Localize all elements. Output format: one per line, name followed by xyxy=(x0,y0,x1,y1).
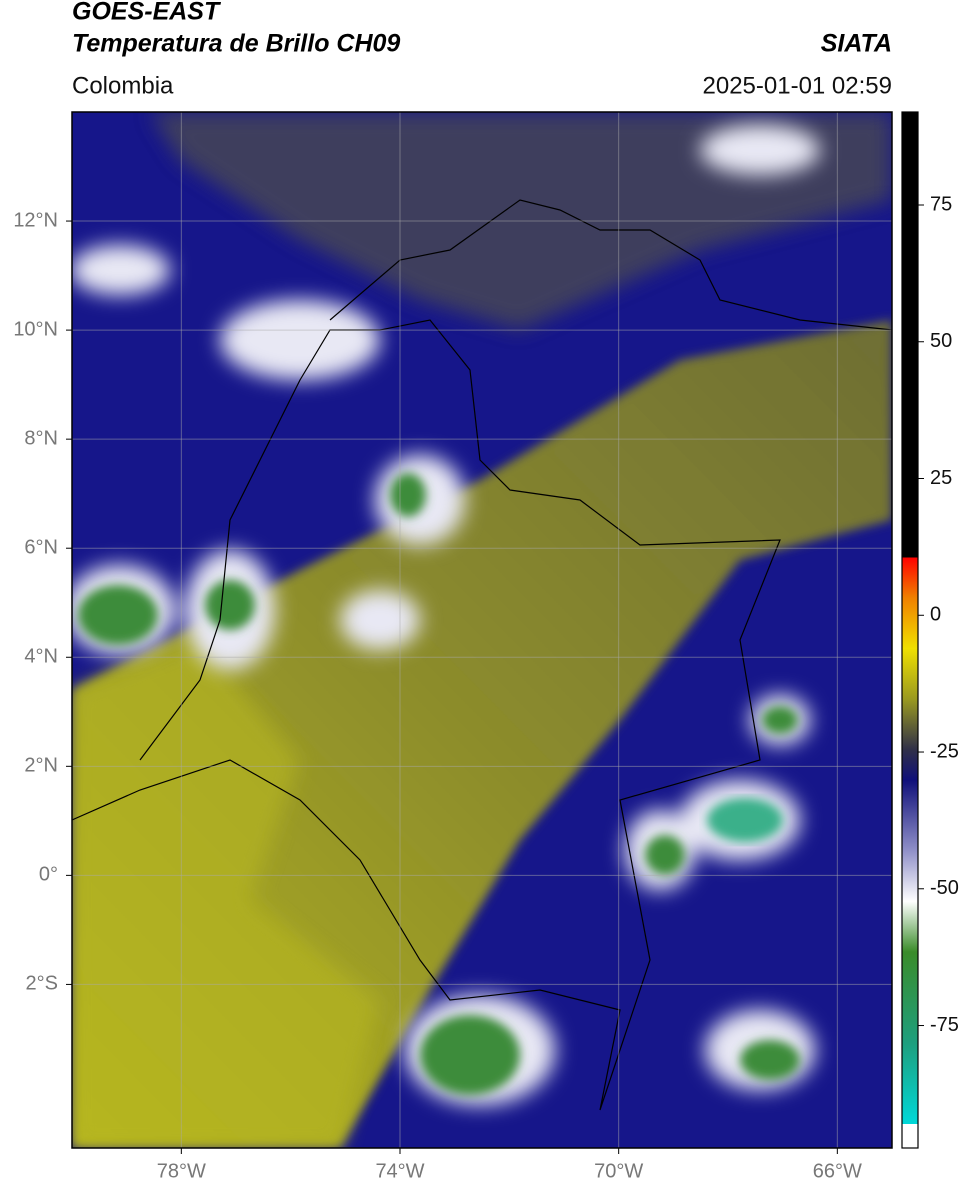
source: SIATA xyxy=(821,30,892,58)
y-tick-label: 0° xyxy=(39,864,58,886)
datetime: 2025-01-01 02:59 xyxy=(703,72,893,99)
y-tick-label: 2°S xyxy=(26,973,58,995)
y-tick-label: 4°N xyxy=(24,646,58,668)
map-frame xyxy=(71,111,893,1149)
region: Colombia xyxy=(72,72,174,99)
x-tick-label: 78°W xyxy=(157,1160,206,1182)
y-tick-label: 2°N xyxy=(24,755,58,777)
colorbar-tick-label: -75 xyxy=(930,1014,959,1036)
y-tick-label: 12°N xyxy=(13,209,58,231)
title: GOES-EAST xyxy=(72,0,222,26)
colorbar-tick-label: 75 xyxy=(930,193,952,215)
colorbar-tick-label: 50 xyxy=(930,330,952,352)
x-tick-label: 66°W xyxy=(813,1160,862,1182)
y-tick-label: 8°N xyxy=(24,427,58,449)
cold-cloud xyxy=(707,798,783,842)
colorbar-frame xyxy=(901,111,919,1149)
colorbar xyxy=(902,112,918,1124)
satellite-image xyxy=(72,112,892,1148)
colorbar-under xyxy=(902,1124,918,1148)
y-tick-label: 10°N xyxy=(13,318,58,340)
coastline xyxy=(329,199,892,331)
y-tick-label: 6°N xyxy=(24,536,58,558)
colorbar-tick-label: -25 xyxy=(930,740,959,762)
colorbar-tick-label: 0 xyxy=(930,604,941,626)
subtitle: Temperatura de Brillo CH09 xyxy=(72,30,400,58)
x-tick-label: 70°W xyxy=(594,1160,643,1182)
colorbar-tick-label: 25 xyxy=(930,467,952,489)
colorbar-tick-label: -50 xyxy=(930,877,959,899)
x-tick-label: 74°W xyxy=(375,1160,424,1182)
